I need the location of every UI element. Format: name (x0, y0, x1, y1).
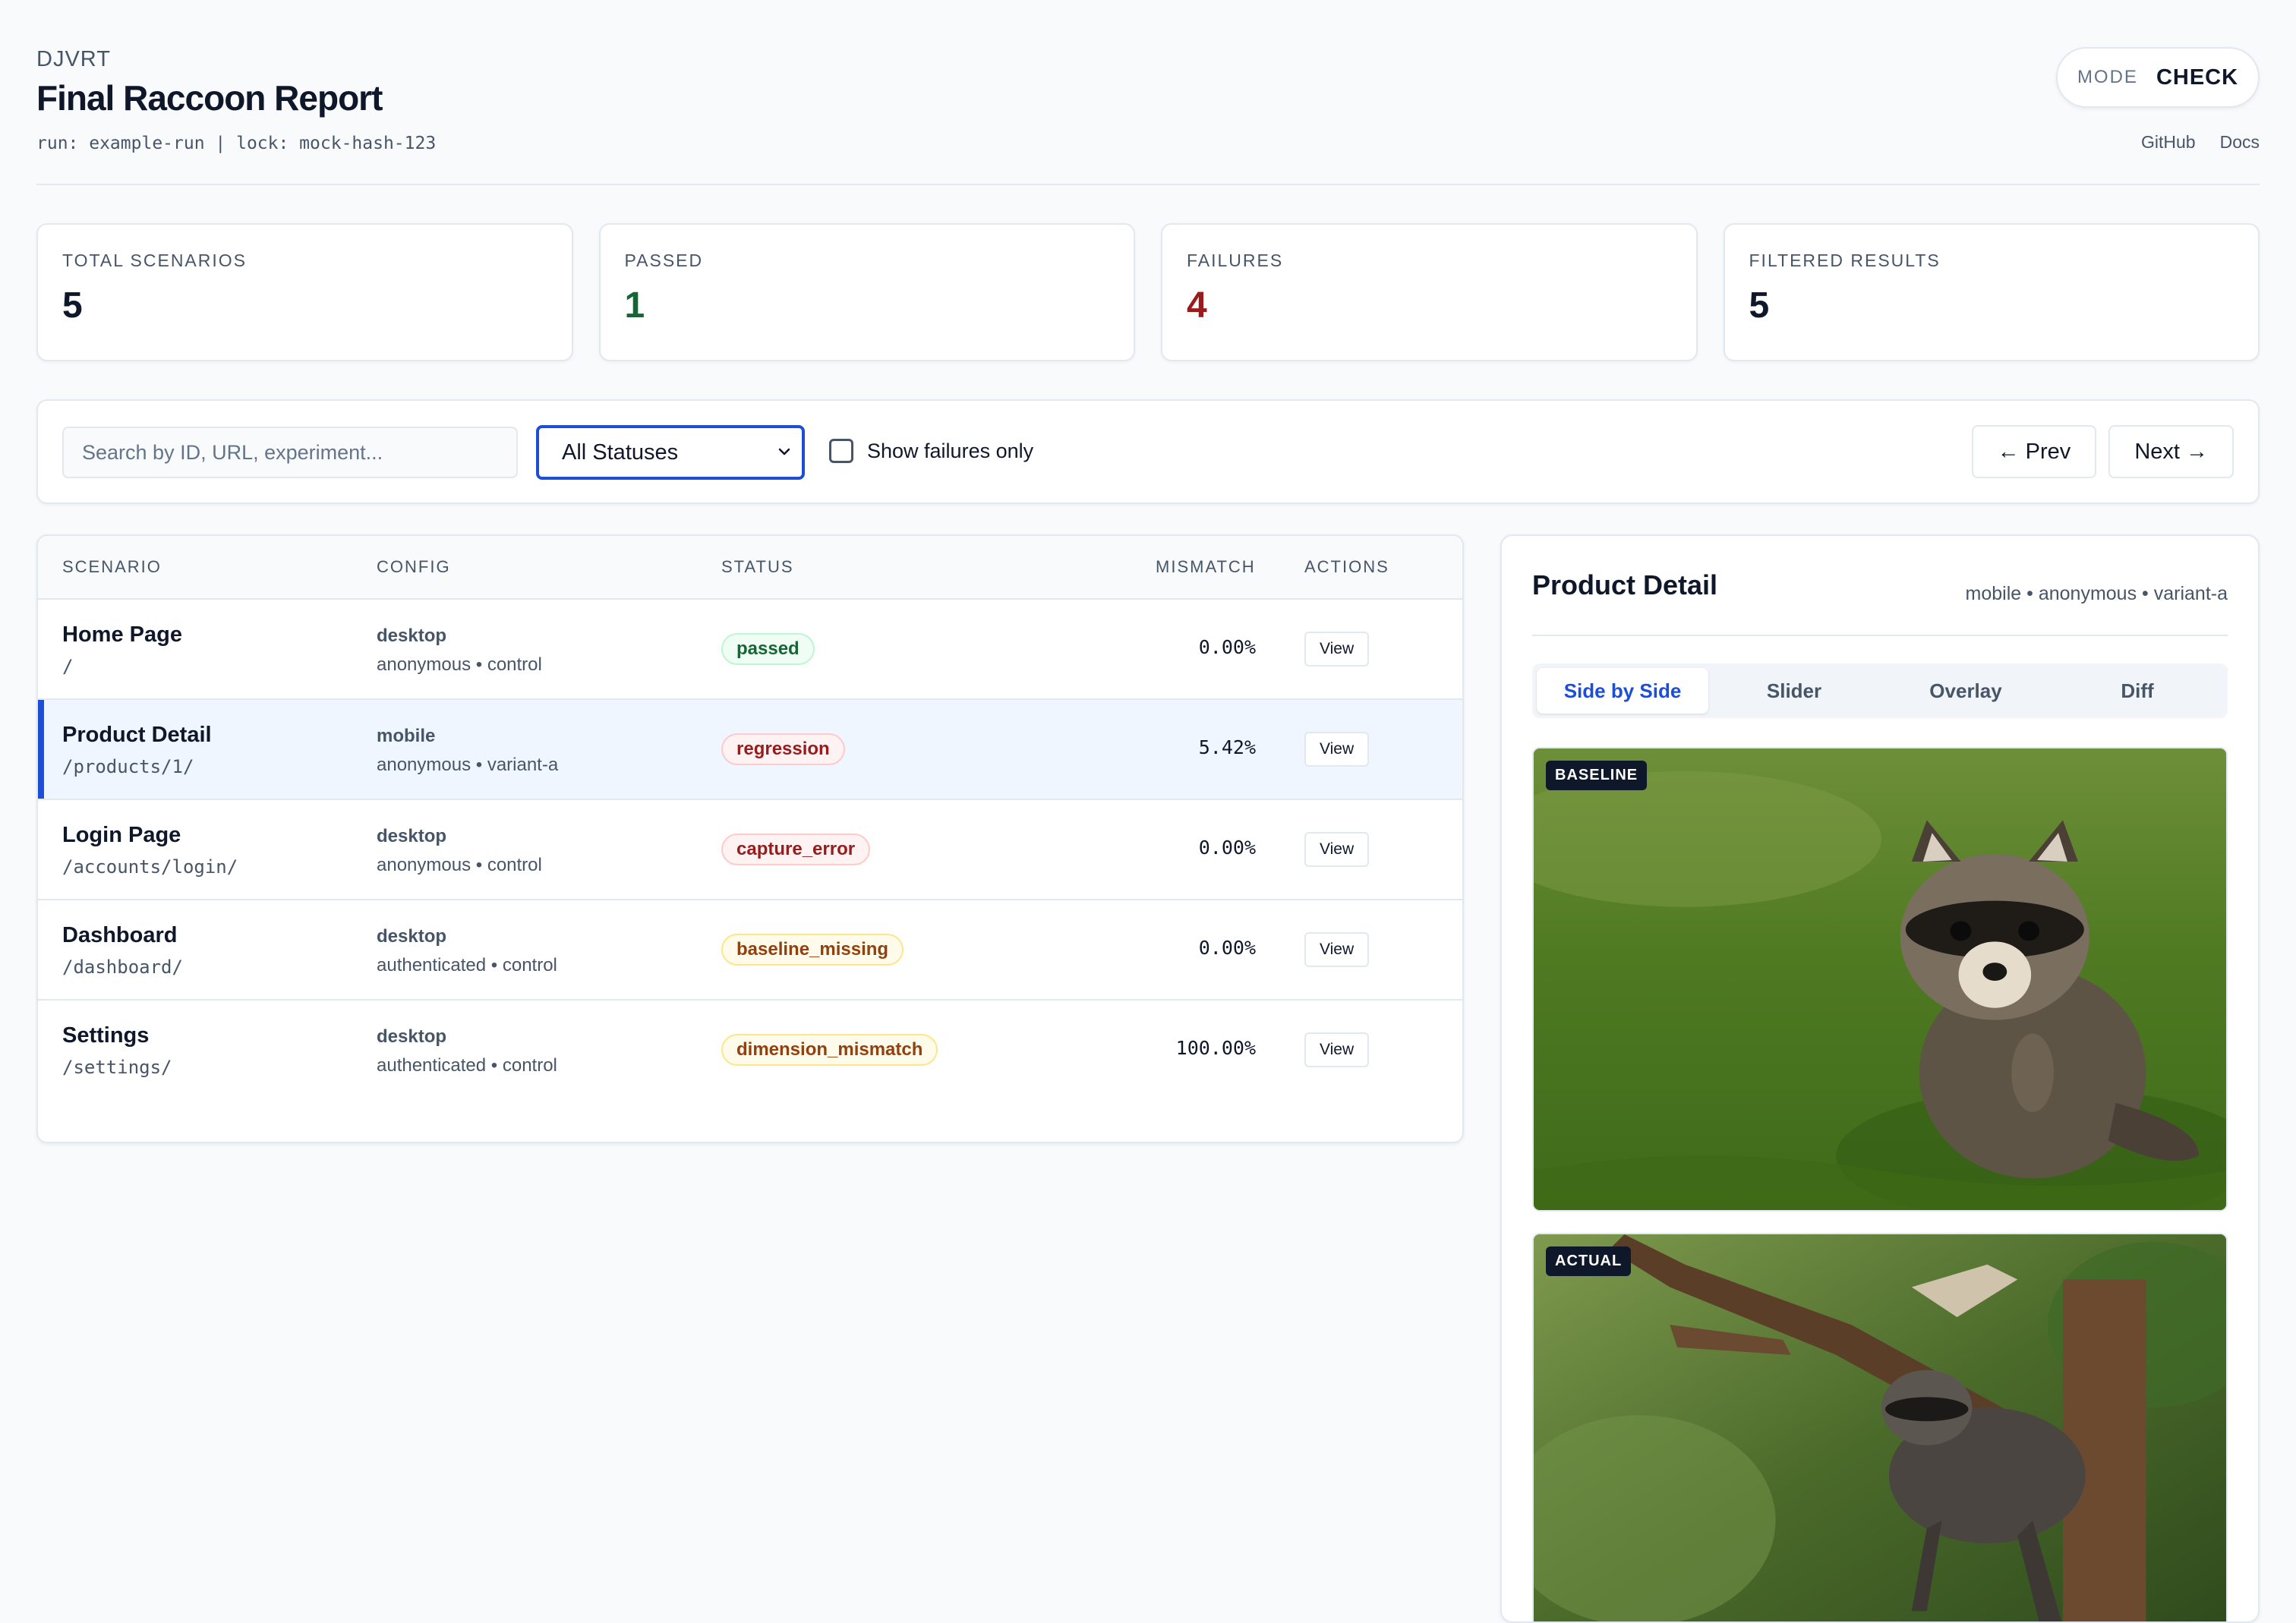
scenario-name: Login Page (62, 823, 181, 847)
brand-name: DJVRT (36, 47, 111, 71)
column-header-scenario: SCENARIO (62, 557, 162, 576)
column-header-mismatch: MISMATCH (1156, 557, 1256, 576)
page-title: Final Raccoon Report (36, 78, 383, 118)
mismatch-value: 5.42% (1198, 736, 1256, 758)
actual-label: ACTUAL (1546, 1246, 1632, 1276)
scenario-path: /dashboard/ (62, 956, 183, 978)
stat-value: 5 (62, 285, 83, 326)
view-button[interactable]: View (1304, 1032, 1370, 1067)
mismatch-value: 100.00% (1175, 1037, 1256, 1059)
view-button[interactable]: View (1304, 932, 1370, 967)
mode-label: MODE (2077, 67, 2138, 87)
config-device: desktop (377, 826, 447, 846)
stat-value: 4 (1187, 285, 1207, 326)
status-select-value: All Statuses (562, 440, 679, 465)
scenario-name: Product Detail (62, 723, 212, 747)
prev-button[interactable]: ← Prev (1971, 425, 2097, 478)
config-device: mobile (377, 726, 436, 746)
stat-label: PASSED (624, 251, 704, 270)
actual-image: ACTUAL (1532, 1233, 2228, 1621)
failures-only-toggle[interactable]: Show failures only (829, 439, 1033, 463)
scenario-name: Dashboard (62, 923, 178, 947)
detail-panel: Product Detail mobile • anonymous • vari… (1500, 534, 2260, 1623)
github-link[interactable]: GitHub (2141, 132, 2196, 152)
view-button[interactable]: View (1304, 832, 1370, 867)
detail-title: Product Detail (1532, 569, 1718, 600)
mode-value: CHECK (2156, 65, 2239, 90)
stat-card-failures: FAILURES 4 (1161, 223, 1698, 361)
scenario-path: / (62, 656, 74, 677)
scenario-path: /settings/ (62, 1057, 172, 1078)
raccoon-on-branch-image (1534, 1234, 2226, 1621)
status-select[interactable]: All Statuses (536, 425, 805, 480)
config-device: desktop (377, 626, 447, 646)
tab-side-by-side[interactable]: Side by Side (1537, 668, 1708, 714)
run-info: run: example-run | lock: mock-hash-123 (36, 134, 437, 153)
header-links: GitHub Docs (2141, 132, 2260, 153)
table-row[interactable]: Dashboard /dashboard/ desktop authentica… (38, 900, 1462, 1001)
stat-value: 1 (624, 285, 645, 326)
baseline-image: BASELINE (1532, 747, 2228, 1212)
mismatch-value: 0.00% (1198, 937, 1256, 959)
table-row[interactable]: Home Page / desktop anonymous • control … (38, 600, 1462, 700)
stat-label: TOTAL SCENARIOS (62, 251, 248, 270)
next-button[interactable]: Next → (2108, 425, 2234, 478)
chevron-down-icon (778, 448, 790, 455)
stat-card-passed: PASSED 1 (598, 223, 1135, 361)
failures-only-label: Show failures only (867, 439, 1034, 462)
report-page: DJVRT Final Raccoon Report run: example-… (36, 43, 2260, 1623)
status-badge: dimension_mismatch (721, 1034, 938, 1066)
view-button[interactable]: View (1304, 632, 1370, 667)
config-detail: authenticated • control (377, 955, 557, 975)
report-header: DJVRT Final Raccoon Report run: example-… (36, 43, 2260, 185)
column-header-config: CONFIG (377, 557, 451, 576)
raccoon-on-grass-image (1534, 748, 2226, 1210)
scenario-path: /accounts/login/ (62, 856, 238, 878)
tab-overlay[interactable]: Overlay (1929, 679, 2002, 702)
search-input[interactable] (62, 427, 518, 478)
scenario-table: SCENARIO CONFIG STATUS MISMATCH ACTIONS … (36, 534, 1464, 1143)
baseline-label: BASELINE (1546, 761, 1648, 790)
column-header-actions: ACTIONS (1304, 557, 1389, 576)
table-row[interactable]: Settings /settings/ desktop authenticate… (38, 1001, 1462, 1101)
scenario-name: Settings (62, 1023, 150, 1048)
scenario-path: /products/1/ (62, 756, 194, 777)
summary-stats: TOTAL SCENARIOS 5 PASSED 1 FAILURES 4 FI… (36, 223, 2260, 361)
config-device: desktop (377, 926, 447, 947)
scenario-name: Home Page (62, 622, 182, 647)
mode-indicator: MODE CHECK (2056, 47, 2260, 108)
mismatch-value: 0.00% (1198, 636, 1256, 658)
docs-link[interactable]: Docs (2219, 132, 2260, 152)
tab-slider[interactable]: Slider (1766, 679, 1822, 702)
view-mode-tabs: Side by Side Slider Overlay Diff (1532, 663, 2228, 718)
config-device: desktop (377, 1026, 447, 1047)
status-badge: regression (721, 733, 845, 765)
config-detail: anonymous • control (377, 855, 542, 875)
config-detail: anonymous • variant-a (377, 755, 559, 775)
mismatch-value: 0.00% (1198, 837, 1256, 859)
stat-value: 5 (1749, 285, 1770, 326)
table-header: SCENARIO CONFIG STATUS MISMATCH ACTIONS (38, 536, 1462, 600)
column-header-status: STATUS (721, 557, 794, 576)
table-row[interactable]: Product Detail /products/1/ mobile anony… (38, 700, 1462, 800)
filter-toolbar: All Statuses Show failures only ← Prev N… (36, 399, 2260, 504)
table-row[interactable]: Login Page /accounts/login/ desktop anon… (38, 800, 1462, 900)
status-badge: capture_error (721, 834, 871, 865)
config-detail: authenticated • control (377, 1055, 557, 1076)
detail-meta: mobile • anonymous • variant-a (1965, 583, 2228, 604)
stat-card-total: TOTAL SCENARIOS 5 (36, 223, 573, 361)
status-badge: passed (721, 633, 815, 665)
stat-label: FAILURES (1187, 251, 1284, 270)
divider (1532, 635, 2228, 636)
view-button[interactable]: View (1304, 732, 1370, 767)
stat-label: FILTERED RESULTS (1749, 251, 1941, 270)
failures-only-checkbox[interactable] (829, 439, 853, 463)
stat-card-filtered: FILTERED RESULTS 5 (1723, 223, 2260, 361)
config-detail: anonymous • control (377, 654, 542, 675)
tab-diff[interactable]: Diff (2121, 679, 2154, 702)
status-badge: baseline_missing (721, 934, 904, 966)
pagination: ← Prev Next → (1971, 425, 2234, 478)
